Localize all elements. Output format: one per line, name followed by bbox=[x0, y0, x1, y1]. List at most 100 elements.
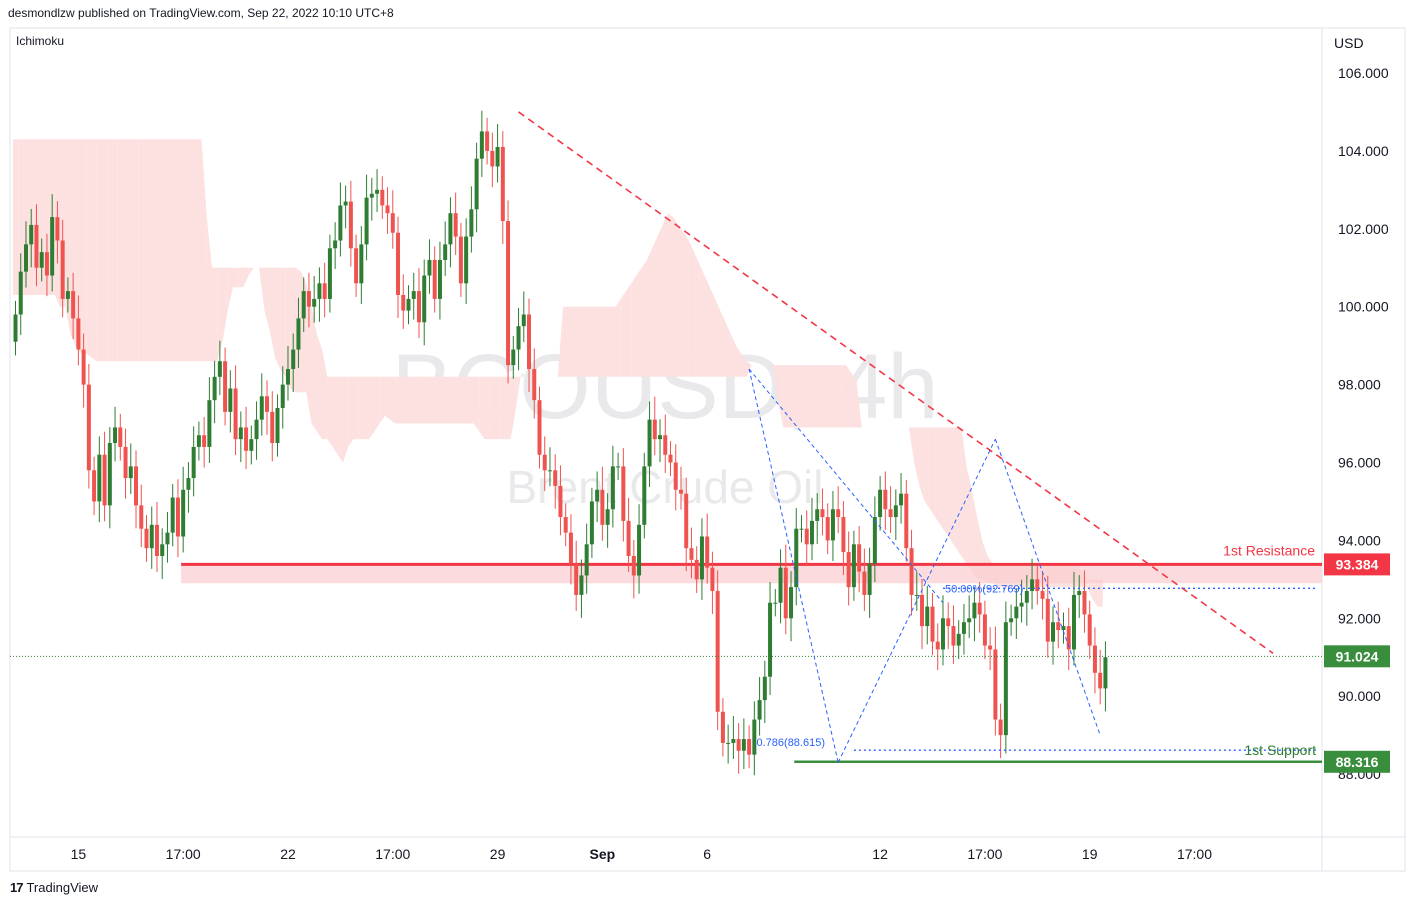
candle-body bbox=[265, 396, 270, 412]
candle-body bbox=[427, 259, 432, 276]
cloud-segment bbox=[599, 306, 605, 377]
cloud-segment bbox=[170, 139, 176, 362]
price-tick-label: 102.000 bbox=[1338, 221, 1389, 237]
cloud-segment bbox=[143, 139, 150, 362]
candle-body bbox=[312, 298, 317, 307]
cloud-segment bbox=[206, 217, 212, 362]
support-label: 1st Support bbox=[1244, 742, 1316, 758]
candle-body bbox=[527, 314, 532, 370]
cloud-segment bbox=[798, 365, 805, 428]
indicator-label-ichimoku[interactable]: Ichimoku bbox=[16, 34, 65, 48]
candle-body bbox=[448, 213, 453, 245]
cloud-segment bbox=[940, 427, 946, 533]
cloud-segment bbox=[489, 376, 495, 440]
cloud-segment bbox=[212, 267, 218, 362]
candle-body bbox=[1040, 591, 1045, 599]
time-tick-label: 6 bbox=[703, 846, 711, 862]
time-tick-label: 15 bbox=[71, 846, 87, 862]
candle-body bbox=[836, 509, 841, 518]
candle-body bbox=[1019, 602, 1024, 607]
candle-body bbox=[542, 454, 547, 471]
candle-body bbox=[946, 618, 951, 627]
candle-body bbox=[13, 314, 18, 342]
candle-body bbox=[589, 501, 594, 545]
candle-body bbox=[390, 213, 395, 233]
candle-body bbox=[563, 517, 568, 533]
candle-body bbox=[893, 505, 898, 518]
candle-body bbox=[757, 700, 762, 720]
cloud-segment bbox=[180, 139, 186, 362]
candle-body bbox=[899, 493, 904, 506]
candle-body bbox=[909, 548, 914, 595]
cloud-segment bbox=[243, 267, 249, 288]
candle-body bbox=[500, 147, 505, 222]
cloud-segment bbox=[343, 376, 349, 463]
cloud-segment bbox=[259, 267, 265, 311]
candle-body bbox=[317, 283, 322, 299]
candle-body bbox=[1051, 622, 1056, 642]
cloud-segment bbox=[678, 224, 684, 377]
candle-body bbox=[574, 563, 579, 595]
cloud-segment bbox=[274, 267, 281, 370]
cloud-segment bbox=[232, 267, 239, 288]
candle-body bbox=[605, 509, 610, 525]
support-price-badge-label: 88.316 bbox=[1336, 754, 1379, 770]
cloud-segment bbox=[715, 298, 721, 377]
resistance-price-badge bbox=[1324, 553, 1390, 576]
publisher-header: desmondlzw published on TradingView.com,… bbox=[8, 6, 394, 20]
cloud-segment bbox=[594, 306, 600, 377]
cloud-segment bbox=[65, 139, 71, 334]
candle-body bbox=[846, 552, 851, 588]
candle-body bbox=[1098, 672, 1103, 689]
chart-border bbox=[9, 27, 1406, 872]
candle-body bbox=[191, 446, 196, 479]
cloud-segment bbox=[185, 139, 192, 362]
candle-body bbox=[55, 217, 60, 241]
candle-body bbox=[857, 544, 862, 572]
candle-body bbox=[333, 240, 338, 249]
cloud-segment bbox=[846, 365, 852, 428]
candle-body bbox=[652, 419, 657, 440]
cloud-segment bbox=[589, 306, 595, 377]
candle-body bbox=[1092, 645, 1097, 673]
candle-body bbox=[233, 388, 238, 440]
cloud-segment bbox=[96, 139, 102, 362]
cloud-segment bbox=[709, 287, 716, 377]
candle-body bbox=[862, 571, 867, 595]
candle-body bbox=[34, 224, 39, 268]
candle-body bbox=[81, 349, 86, 385]
candle-body bbox=[647, 419, 652, 467]
candle-body bbox=[485, 131, 490, 151]
candle-body bbox=[988, 645, 993, 650]
candle-body bbox=[815, 509, 820, 521]
cloud-segment bbox=[107, 139, 113, 362]
cloud-segment bbox=[683, 232, 689, 377]
candle-body bbox=[930, 606, 935, 642]
cloud-segment bbox=[442, 376, 448, 424]
cloud-segment bbox=[840, 365, 847, 428]
cloud-segment bbox=[280, 267, 286, 377]
candle-body bbox=[181, 489, 186, 537]
cloud-segment bbox=[159, 139, 165, 362]
candle-body bbox=[354, 248, 359, 284]
time-tick-label: 22 bbox=[280, 846, 296, 862]
candle-body bbox=[867, 563, 872, 595]
candle-body bbox=[935, 641, 940, 650]
cloud-segment bbox=[568, 306, 574, 377]
candle-body bbox=[720, 711, 725, 743]
cloud-segment bbox=[91, 139, 97, 362]
tradingview-footer[interactable]: 17 TradingView bbox=[10, 880, 98, 895]
price-tick-label: 94.000 bbox=[1338, 532, 1381, 548]
candle-body bbox=[925, 606, 930, 627]
candle-body bbox=[50, 217, 55, 276]
candle-body bbox=[547, 470, 552, 472]
candle-body bbox=[23, 244, 28, 272]
candle-body bbox=[532, 369, 537, 401]
candle-body bbox=[1087, 614, 1092, 646]
candle-body bbox=[642, 466, 647, 525]
candle-body bbox=[280, 384, 285, 408]
cloud-segment bbox=[521, 372, 527, 377]
cloud-segment bbox=[914, 427, 920, 486]
cloud-segment bbox=[971, 489, 978, 580]
